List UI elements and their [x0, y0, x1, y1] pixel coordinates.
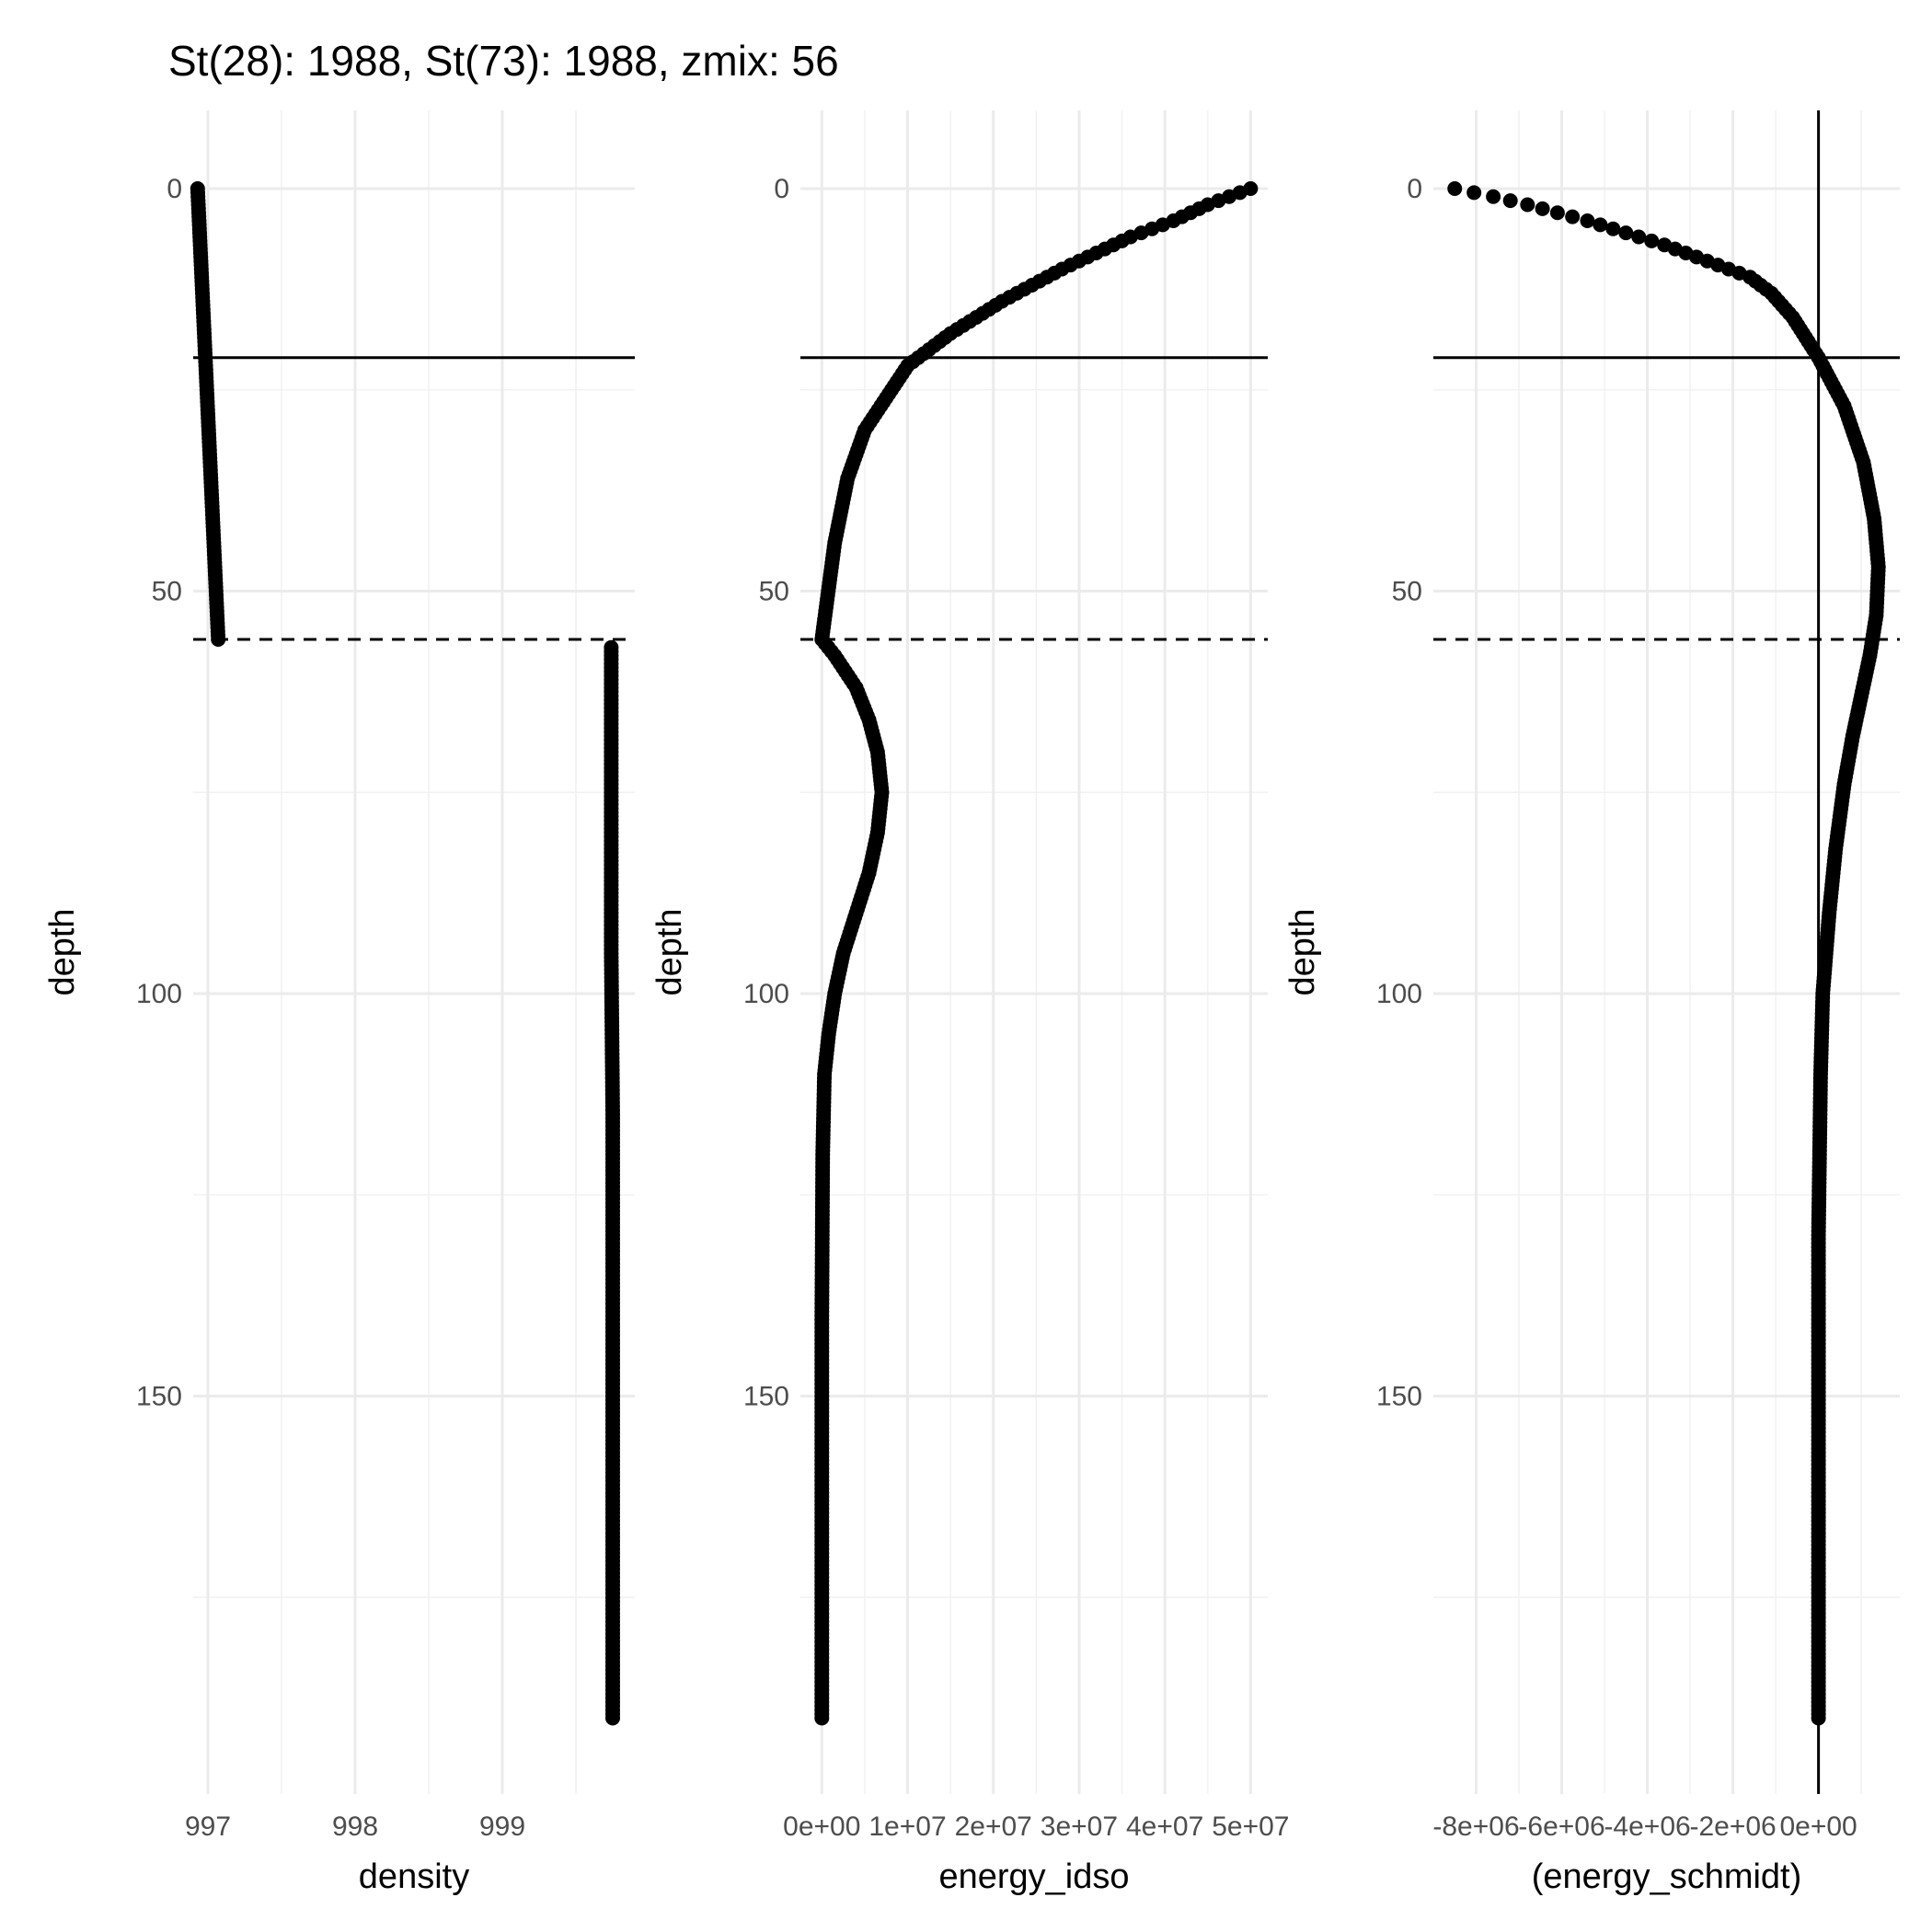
x-axis-title: energy_idso: [938, 1857, 1129, 1896]
data-point: [1811, 1710, 1826, 1726]
data-point: [1535, 201, 1550, 216]
data-point: [1644, 233, 1660, 248]
x-tick-label: 4e+07: [1126, 1811, 1203, 1842]
y-tick-label: 50: [152, 577, 182, 607]
y-tick-label: 100: [136, 979, 182, 1009]
data-point: [1520, 197, 1535, 213]
data-points: [190, 181, 620, 1726]
x-tick-label: 5e+07: [1212, 1811, 1289, 1842]
grid-lines: [193, 110, 635, 1794]
data-point: [1486, 189, 1501, 204]
data-point: [211, 632, 226, 647]
y-axis-title: depth: [650, 908, 689, 995]
facet-panel-2: 0 50 100 150 0e+00 1e+07 2e+07 3e+07 4e+07 5e+07 e…: [650, 110, 1289, 1896]
y-tick-label: 0: [167, 174, 182, 204]
y-tick-label: 50: [759, 577, 789, 607]
y-tick-label: 100: [1376, 979, 1422, 1009]
x-tick-label: 2e+07: [955, 1811, 1032, 1842]
y-tick-label: 100: [743, 979, 789, 1009]
y-tick-label: 150: [136, 1382, 182, 1412]
y-tick-label: 50: [1392, 577, 1422, 607]
x-tick-label: 0e+00: [783, 1811, 860, 1842]
x-tick-label: 999: [479, 1811, 525, 1842]
x-tick-label: 0e+00: [1779, 1811, 1857, 1842]
x-tick-label: 3e+07: [1041, 1811, 1118, 1842]
x-tick-label: -4e+06: [1604, 1811, 1690, 1842]
data-point: [1502, 193, 1518, 209]
data-point: [605, 1710, 620, 1726]
x-axis-title: density: [359, 1857, 469, 1896]
grid-lines: [800, 110, 1268, 1794]
y-tick-label: 0: [1407, 174, 1422, 204]
data-point: [1605, 221, 1621, 236]
y-axis-title: depth: [1283, 908, 1322, 995]
data-points: [1447, 181, 1886, 1726]
data-point: [814, 1710, 830, 1726]
chart-title: St(28): 1988, St(73): 1988, zmix: 56: [168, 37, 839, 85]
x-tick-label: -2e+06: [1689, 1811, 1776, 1842]
data-point: [1447, 181, 1463, 196]
data-point: [1593, 217, 1608, 233]
facet-panel-1: 0 50 100 150 997 998 999 density depth: [43, 110, 635, 1896]
facet-panel-3: 0 50 100 150 -8e+06-6e+06-4e+06-2e+06 0e+00 (e…: [1283, 110, 1900, 1896]
x-tick-label: -8e+06: [1432, 1811, 1519, 1842]
data-point: [1466, 185, 1482, 201]
data-points: [814, 181, 1259, 1726]
x-tick-label: -6e+06: [1518, 1811, 1604, 1842]
y-tick-label: 0: [774, 174, 789, 204]
y-axis-title: depth: [43, 908, 82, 995]
data-point: [1618, 225, 1634, 241]
x-tick-label: 1e+07: [868, 1811, 946, 1842]
x-tick-label: 997: [185, 1811, 231, 1842]
y-tick-label: 150: [743, 1382, 789, 1412]
data-point: [1631, 229, 1647, 245]
data-point: [1565, 209, 1581, 224]
x-axis-title: (energy_schmidt): [1532, 1857, 1802, 1896]
x-tick-label: 998: [332, 1811, 378, 1842]
data-point: [1580, 213, 1595, 228]
y-tick-label: 150: [1376, 1382, 1422, 1412]
data-point: [1549, 205, 1565, 221]
